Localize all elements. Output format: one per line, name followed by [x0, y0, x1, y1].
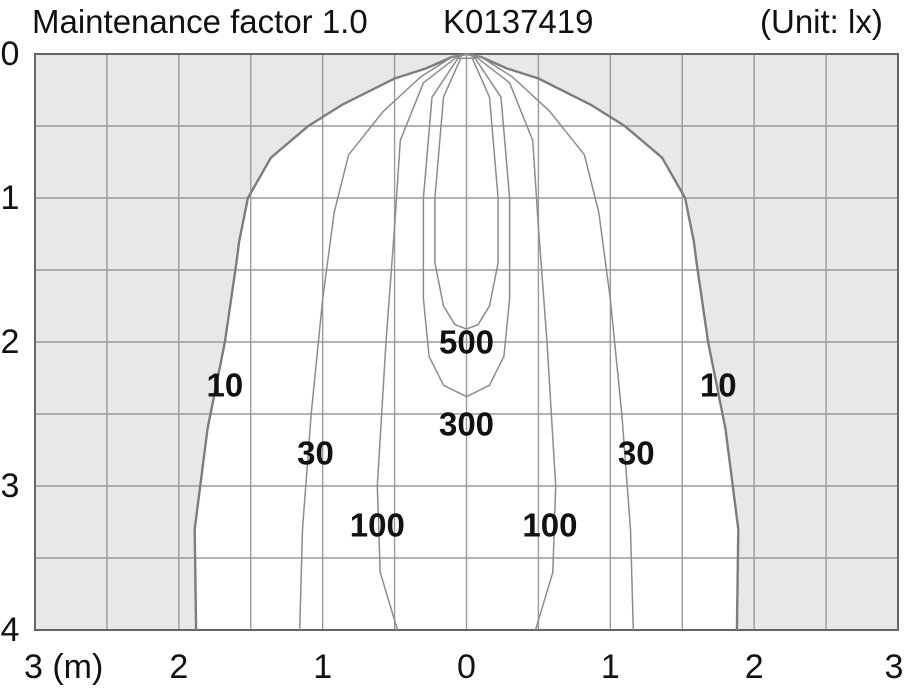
unit-label: (Unit: lx) [760, 3, 883, 40]
y-tick-label: 3 [1, 467, 20, 505]
x-tick-label: 0 [457, 648, 476, 686]
contour-label-100: 100 [522, 506, 577, 543]
contour-labels: 10 10 30 30 100 100 300 500 [207, 324, 737, 544]
y-tick-label: 4 [1, 611, 20, 649]
contour-label-300: 300 [439, 406, 494, 443]
contour-lines [193, 52, 740, 631]
grid [35, 54, 898, 630]
x-tick-label: 2 [745, 648, 764, 686]
y-tick-label: 1 [1, 179, 20, 217]
product-code: K0137419 [443, 3, 594, 40]
contour-label-10: 10 [207, 367, 244, 404]
contour-label-30: 30 [297, 434, 334, 471]
y-tick-label: 0 [1, 35, 20, 73]
x-tick-label: 3 [885, 648, 904, 686]
contour-line-500 [434, 57, 499, 330]
y-tick-label: 2 [1, 323, 20, 361]
contour-label-30: 30 [618, 434, 655, 471]
contour-label-500: 500 [439, 324, 494, 361]
x-tick-label: 1 [313, 648, 332, 686]
x-tick-label: 3 (m) [24, 648, 103, 686]
contour-label-100: 100 [350, 506, 405, 543]
contour-label-10: 10 [700, 367, 737, 404]
x-tick-label: 1 [601, 648, 620, 686]
x-axis-labels: 3 (m) 2 1 0 1 2 3 [24, 648, 903, 686]
contour-line-100 [376, 53, 557, 631]
chart-title: Maintenance factor 1.0 [32, 3, 368, 40]
contour-line-300 [422, 57, 511, 398]
y-axis-labels: 0 1 2 3 4 [1, 35, 20, 649]
x-tick-label: 2 [169, 648, 188, 686]
